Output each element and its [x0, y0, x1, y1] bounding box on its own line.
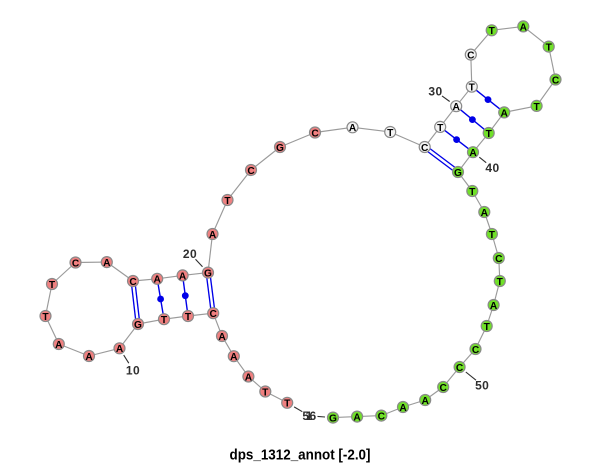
svg-text:T: T	[533, 102, 540, 113]
svg-text:A: A	[218, 332, 226, 343]
svg-text:C: C	[129, 277, 137, 288]
svg-text:A: A	[520, 22, 528, 33]
svg-text:T: T	[161, 315, 168, 326]
svg-text:G: G	[276, 143, 284, 154]
svg-text:C: C	[247, 166, 255, 177]
svg-text:A: A	[353, 413, 361, 424]
svg-text:10: 10	[126, 363, 140, 377]
svg-text:A: A	[179, 271, 187, 282]
svg-text:T: T	[284, 399, 291, 410]
svg-text:G: G	[454, 168, 462, 179]
svg-text:dps_1312_annot [-2.0]: dps_1312_annot [-2.0]	[230, 448, 371, 464]
svg-text:C: C	[472, 345, 480, 356]
svg-text:C: C	[378, 412, 386, 423]
svg-text:C: C	[421, 143, 429, 154]
svg-text:C: C	[311, 128, 319, 139]
svg-text:50: 50	[475, 379, 489, 393]
svg-text:40: 40	[485, 161, 499, 175]
svg-text:T: T	[262, 387, 269, 398]
svg-text:T: T	[42, 312, 49, 323]
svg-text:C: C	[495, 254, 503, 265]
svg-text:A: A	[245, 372, 253, 383]
svg-text:A: A	[85, 352, 93, 363]
svg-text:A: A	[481, 208, 489, 219]
svg-text:T: T	[224, 196, 231, 207]
svg-text:A: A	[453, 102, 461, 113]
svg-text:A: A	[501, 108, 509, 119]
svg-text:T: T	[387, 128, 394, 139]
svg-text:A: A	[490, 301, 498, 312]
svg-text:30: 30	[428, 85, 442, 99]
svg-text:C: C	[210, 309, 218, 320]
svg-text:T: T	[437, 123, 444, 134]
svg-text:C: C	[552, 75, 560, 86]
svg-text:A: A	[469, 148, 477, 159]
svg-text:56: 56	[302, 409, 316, 423]
svg-text:T: T	[49, 280, 56, 291]
svg-text:C: C	[467, 51, 475, 62]
svg-text:G: G	[134, 320, 142, 331]
svg-text:A: A	[399, 403, 407, 414]
svg-text:G: G	[329, 414, 337, 425]
svg-text:T: T	[546, 43, 553, 54]
svg-text:A: A	[209, 230, 217, 241]
svg-text:A: A	[154, 275, 162, 286]
svg-text:T: T	[489, 26, 496, 37]
svg-text:T: T	[497, 277, 504, 288]
svg-text:C: C	[440, 383, 448, 394]
svg-text:T: T	[185, 312, 192, 323]
svg-text:A: A	[422, 396, 430, 407]
svg-text:G: G	[204, 269, 212, 280]
svg-text:T: T	[469, 83, 476, 94]
svg-text:A: A	[55, 340, 63, 351]
svg-text:A: A	[230, 352, 238, 363]
svg-text:T: T	[484, 322, 491, 333]
svg-text:C: C	[72, 258, 80, 269]
svg-text:A: A	[116, 344, 124, 355]
svg-text:20: 20	[183, 247, 197, 261]
svg-text:T: T	[489, 230, 496, 241]
svg-text:A: A	[103, 258, 111, 269]
svg-text:T: T	[469, 187, 476, 198]
svg-text:A: A	[349, 123, 357, 134]
svg-text:C: C	[456, 363, 464, 374]
svg-text:T: T	[486, 129, 493, 140]
